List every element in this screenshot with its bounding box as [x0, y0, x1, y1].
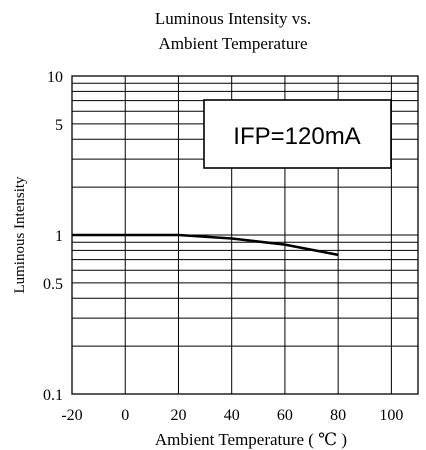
x-tick-label: 0: [121, 407, 129, 424]
x-axis-label: Ambient Temperature ( ℃ ): [155, 430, 347, 449]
x-tick-label: -20: [61, 407, 82, 424]
annotation-box: IFP=120mA: [203, 99, 392, 169]
chart-title-line-2: Ambient Temperature: [158, 34, 307, 53]
y-tick-label: 0.5: [43, 276, 63, 293]
x-tick-label: 20: [170, 407, 186, 424]
annotation-label: IFP=120mA: [233, 123, 360, 150]
x-tick-labels: -20 0 20 40 60 80 100: [61, 407, 403, 424]
y-tick-label: 0.1: [43, 387, 63, 404]
series-group: [72, 233, 339, 257]
annotation-frame: [203, 99, 392, 169]
x-tick-label: 100: [379, 407, 403, 424]
y-tick-label: 5: [55, 117, 63, 134]
x-tick-label: 40: [224, 407, 240, 424]
chart-title-line-1: Luminous Intensity vs.: [155, 9, 311, 28]
x-tick-label: 60: [277, 407, 293, 424]
y-tick-label: 1: [55, 228, 63, 245]
y-tick-label: 10: [47, 69, 63, 86]
x-tick-label: 80: [330, 407, 346, 424]
series-line: [72, 233, 339, 257]
y-tick-labels: 10 5 1 0.5 0.1: [43, 69, 63, 404]
y-axis-label: Luminous Intensity: [12, 176, 28, 294]
